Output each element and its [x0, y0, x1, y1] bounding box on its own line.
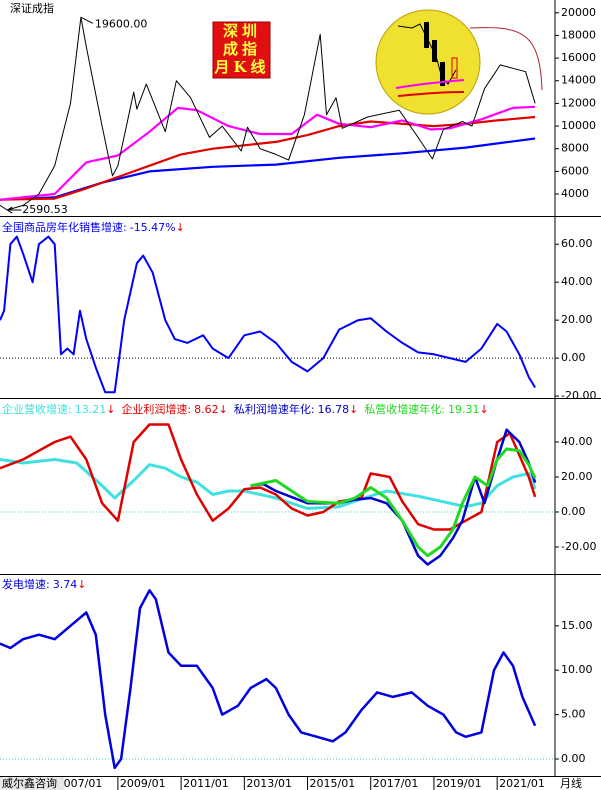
x-tick-label: 2019/01 — [436, 777, 482, 790]
series-line — [250, 447, 537, 558]
y-tick-label: 20.00 — [561, 313, 593, 326]
inset-candle — [432, 40, 437, 62]
y-tick-label: 60.00 — [561, 237, 593, 250]
series-line — [0, 105, 536, 201]
inset-ma — [395, 79, 465, 89]
legend-value: 13.21 — [75, 403, 107, 416]
legend-trend: ↓ — [349, 403, 358, 416]
y-tick-label: 0.00 — [561, 351, 586, 364]
y-tick-label: 12000 — [561, 96, 596, 109]
series-line — [0, 235, 536, 394]
y-tick-label: 10.00 — [561, 663, 593, 676]
inset-candle — [451, 57, 458, 79]
y-tick-label: 6000 — [561, 164, 589, 177]
y-tick-label: 5.00 — [561, 708, 586, 721]
y-tick-label: 15.00 — [561, 619, 593, 632]
legend-name: 发电增速: — [2, 577, 50, 591]
legend-trend: ↓ — [176, 221, 185, 234]
y-tick-label: 0.00 — [561, 752, 586, 765]
y-tick-label: 10000 — [561, 119, 596, 132]
y-tick-label: 40.00 — [561, 275, 593, 288]
legend-name: 私营收增速年化: — [364, 402, 445, 416]
legend-value: 19.31 — [448, 403, 480, 416]
legend-value: 8.62 — [194, 403, 219, 416]
y-tick-label: 4000 — [561, 187, 589, 200]
y-tick-label: 14000 — [561, 74, 596, 87]
x-tick-label: 2015/01 — [310, 777, 356, 790]
x-tick-label: 2021/01 — [499, 777, 545, 790]
y-tick-label: -20.00 — [561, 389, 596, 402]
y-tick-label: -20.00 — [561, 540, 596, 553]
y-tick-label: 20000 — [561, 6, 596, 19]
legend-name: 企业利润增速: — [121, 402, 191, 416]
source-box — [0, 777, 64, 790]
legend-name: 全国商品房年化销售增速: — [2, 220, 127, 234]
inset-callout — [469, 27, 543, 91]
panel-legend: 企业营收增速: 13.21↓ 企业利润增速: 8.62↓ 私利润增速年化: 16.78↓ 私… — [2, 402, 489, 416]
annotation-arrow — [7, 206, 22, 214]
legend-trend: ↓ — [219, 403, 228, 416]
x-tick-label: 2007/01 — [57, 777, 103, 790]
chart-title: 深证成指 — [10, 1, 54, 15]
legend-value: -15.47% — [130, 221, 176, 234]
y-tick-label: 0.00 — [561, 505, 586, 518]
panel-legend: 发电增速: 3.74↓ — [2, 577, 86, 591]
legend-name: 企业营收增速: — [2, 402, 72, 416]
annotation-leader — [80, 16, 94, 24]
x-tick-label: 2013/01 — [246, 777, 292, 790]
y-tick-label: 16000 — [561, 51, 596, 64]
inset-ma — [397, 91, 465, 97]
annotation: 2590.53 — [22, 203, 68, 216]
legend-trend: ↓ — [77, 578, 86, 591]
y-tick-label: 18000 — [561, 28, 596, 41]
inset — [375, 9, 543, 115]
x-tick-label: 2017/01 — [373, 777, 419, 790]
stamp-text: 深圳 — [223, 22, 261, 40]
series-line — [0, 589, 537, 770]
legend-value: 3.74 — [53, 578, 78, 591]
source-label: 威尔鑫咨询 — [2, 776, 57, 790]
x-tick-label: 2009/01 — [120, 777, 166, 790]
period-label: 月线 — [560, 776, 582, 790]
legend-value: 16.78 — [318, 403, 350, 416]
y-tick-label: 20.00 — [561, 470, 593, 483]
stamp-text: 月K线 — [213, 58, 269, 76]
y-tick-label: 8000 — [561, 142, 589, 155]
inset-candle — [424, 22, 429, 48]
y-tick-label: 40.00 — [561, 435, 593, 448]
legend-trend: ↓ — [106, 403, 115, 416]
series-line — [0, 115, 536, 201]
stamp-box — [212, 21, 271, 79]
stamp-text: 成指 — [223, 40, 261, 58]
x-tick-label: 2011/01 — [183, 777, 229, 790]
legend-name: 私利润增速年化: — [234, 402, 315, 416]
series-line — [0, 16, 536, 211]
inset-candle — [440, 62, 445, 86]
annotation: 19600.00 — [95, 17, 148, 30]
legend-trend: ↓ — [480, 403, 489, 416]
panel-legend: 全国商品房年化销售增速: -15.47%↓ — [2, 220, 185, 234]
